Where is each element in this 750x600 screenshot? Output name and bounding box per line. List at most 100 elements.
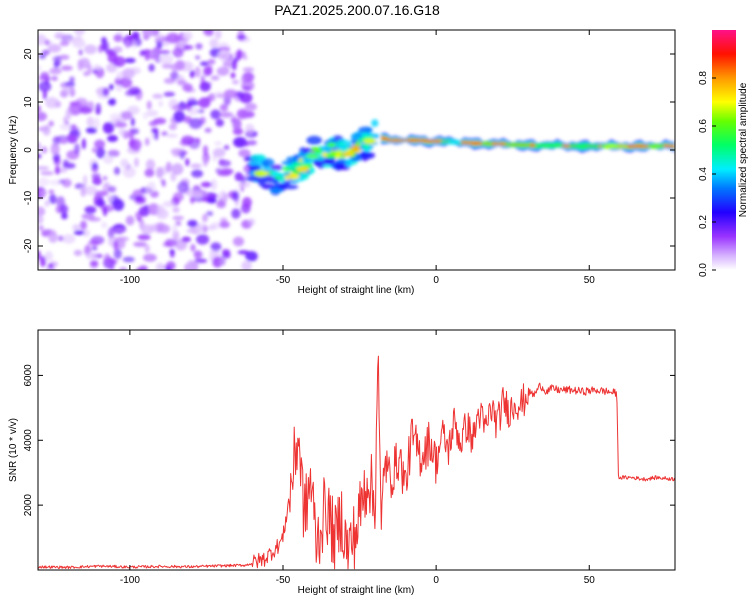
heatmap-noise-blob [94, 139, 106, 149]
heatmap-noise-blob [48, 263, 54, 269]
heatmap-noise-blob [82, 174, 88, 187]
heatmap-turbulent-blob [301, 171, 310, 180]
heatmap-noise-blob [42, 49, 50, 56]
heatmap-noise-blob [38, 225, 44, 231]
heatmap-noise-blob [54, 33, 68, 40]
heatmap-noise-blob [62, 159, 69, 166]
heatmap-turbulent-blob [361, 132, 369, 137]
snr-axes: -100 -50 0 50 2000 4000 6000 [23, 330, 675, 586]
heatmap-noise-blob [48, 189, 55, 194]
heatmap-noise-blob [134, 157, 139, 168]
heatmap-noise-blob [200, 74, 206, 87]
heatmap-noise-blob [128, 138, 142, 151]
heatmap-tone-blob [503, 142, 532, 148]
heatmap-turbulent-blob [257, 176, 266, 187]
heatmap-noise-blob [39, 255, 47, 267]
colorbar-tick-label: 0.6 [698, 119, 709, 133]
heatmap-noise-blob [107, 227, 115, 239]
heatmap-noise-blob [202, 213, 208, 223]
heatmap-noise-blob [214, 141, 222, 146]
heatmap-noise-blob [44, 200, 50, 207]
heatmap-ridge-blob [296, 166, 310, 173]
heatmap-noise-blob [185, 158, 190, 167]
heatmap-turbulent-blob [371, 119, 379, 127]
heatmap-noise-blob [59, 123, 72, 131]
heatmap-noise-blob [125, 215, 135, 226]
heatmap-noise-blob [101, 221, 108, 229]
heatmap-noise-blob [122, 256, 135, 263]
heatmap-noise-blob [131, 39, 137, 51]
heatmap-noise-blob [38, 153, 42, 159]
heatmap-noise-blob [242, 67, 255, 73]
heatmap-noise-blob [214, 30, 222, 40]
heatmap-turbulent-blob [358, 126, 373, 134]
heatmap-noise-blob [206, 30, 214, 37]
heatmap-noise-blob [42, 89, 48, 100]
heatmap-noise-blob [199, 61, 209, 66]
heatmap-noise-blob [172, 206, 180, 213]
heatmap-turbulent-blob [336, 157, 347, 164]
heatmap-noise-blob [94, 199, 106, 207]
heatmap-noise-blob [89, 260, 99, 267]
heatmap-noise-blob [74, 30, 85, 36]
heatmap-noise-blob [38, 53, 46, 59]
heatmap-noise-blob [172, 223, 177, 235]
heatmap-tone-blob [647, 143, 661, 149]
heatmap-noise-blob [91, 168, 99, 173]
figure-title: PAZ1.2025.200.07.16.G18 [274, 2, 440, 18]
heatmap-noise-blob [165, 161, 172, 173]
heatmap-noise-blob [122, 166, 136, 178]
heatmap-noise-blob [231, 58, 237, 71]
heatmap-noise-blob [38, 64, 42, 72]
heatmap-noise-blob [51, 76, 58, 81]
heatmap-noise-blob [101, 43, 107, 50]
heatmap-noise-blob [49, 67, 62, 75]
snr-y-tick-label: 4000 [23, 429, 34, 452]
heatmap-noise-blob [55, 165, 60, 175]
heatmap-ridge-blob [327, 143, 336, 147]
heatmap-noise-blob [144, 49, 151, 61]
heatmap-noise-blob [80, 220, 87, 230]
heatmap-turbulent-blob [261, 183, 276, 190]
heatmap-noise-blob [137, 234, 151, 241]
heatmap-noise-blob [245, 123, 255, 136]
colorbar-ticks: 0.0 0.2 0.4 0.6 0.8 [698, 71, 716, 277]
heatmap-ridge-blob [284, 175, 292, 180]
heatmap-noise-blob [72, 224, 81, 231]
heatmap-noise-blob [163, 91, 176, 97]
heatmap-noise-blob [88, 240, 100, 246]
heatmap-turbulent-blob [286, 156, 300, 162]
heatmap-noise-blob [169, 249, 175, 254]
heatmap-noise-blob [223, 251, 231, 259]
heatmap-turbulent-blob [334, 162, 343, 171]
heatmap-noise-blob [156, 204, 165, 216]
heatmap-noise-blob [142, 30, 155, 37]
spectrogram-y-tick-label: -20 [23, 238, 34, 253]
heatmap-noise-blob [87, 217, 102, 222]
snr-x-tick-label: -50 [276, 575, 291, 586]
heatmap-ridge-blob [301, 157, 312, 163]
heatmap-tone-blob [448, 139, 462, 145]
heatmap-turbulent-blob [359, 151, 376, 160]
colorbar-tick-label: 0.0 [698, 263, 709, 277]
heatmap-noise-blob [102, 176, 108, 181]
heatmap-noise-blob [61, 212, 68, 220]
heatmap-noise-blob [190, 243, 196, 252]
heatmap-noise-blob [210, 109, 221, 120]
heatmap-noise-blob [186, 99, 199, 107]
heatmap-noise-blob [170, 171, 177, 182]
heatmap-noise-blob [38, 111, 47, 122]
snr-series-line [38, 355, 675, 570]
heatmap-noise-blob [83, 185, 98, 196]
heatmap-noise-blob [202, 155, 208, 167]
heatmap-noise-blob [207, 58, 216, 65]
heatmap-noise-blob [122, 68, 135, 79]
heatmap-noise-blob [60, 65, 73, 71]
heatmap-noise-blob [236, 34, 247, 40]
heatmap-noise-blob [179, 38, 185, 49]
snr-panel: -100 -50 0 50 2000 4000 6000 Height of straigh… [8, 329, 676, 596]
heatmap-noise-blob [164, 238, 177, 248]
heatmap-noise-blob [200, 181, 212, 188]
